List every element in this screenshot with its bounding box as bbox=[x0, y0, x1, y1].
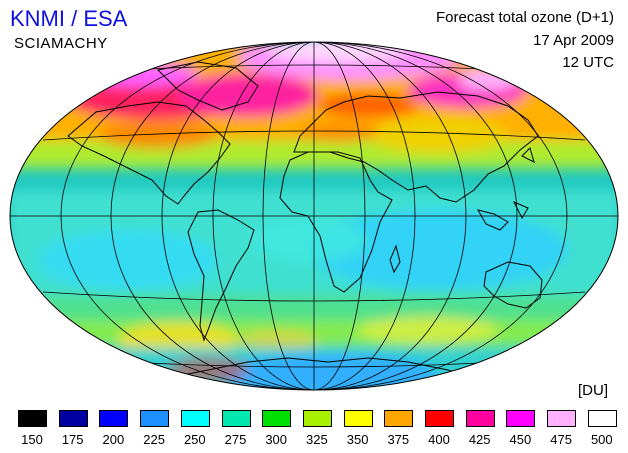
forecast-date: 17 Apr 2009 bbox=[533, 32, 614, 49]
ozone-world-map bbox=[9, 41, 619, 391]
legend-swatch-450 bbox=[506, 410, 536, 427]
legend-swatch-150 bbox=[18, 410, 47, 427]
legend-label-375: 375 bbox=[387, 432, 410, 447]
legend-label-325: 325 bbox=[306, 432, 328, 447]
legend-label-250: 250 bbox=[183, 432, 206, 447]
legend-swatch-300 bbox=[262, 410, 292, 427]
legend-swatch-175 bbox=[58, 410, 88, 427]
legend-label-400: 400 bbox=[428, 432, 450, 447]
legend-swatch-350 bbox=[343, 410, 373, 427]
legend-label-500: 500 bbox=[590, 432, 613, 447]
legend-swatch-425 bbox=[465, 410, 495, 427]
legend-swatch-475 bbox=[547, 410, 577, 427]
legend-label-200: 200 bbox=[102, 432, 125, 447]
product-title: Forecast total ozone (D+1) bbox=[435, 9, 614, 26]
legend-swatch-225 bbox=[140, 410, 170, 427]
legend-label-425: 425 bbox=[468, 432, 491, 447]
legend-swatch-400 bbox=[425, 410, 454, 427]
globe-outline bbox=[9, 41, 619, 391]
legend-swatch-500 bbox=[587, 410, 617, 427]
legend-label-350: 350 bbox=[346, 432, 369, 447]
legend-label-225: 225 bbox=[143, 432, 165, 447]
legend-label-450: 450 bbox=[509, 432, 532, 447]
graticule bbox=[10, 42, 618, 390]
legend-label-275: 275 bbox=[224, 432, 247, 447]
legend-label-150: 150 bbox=[21, 432, 43, 447]
legend-swatch-275 bbox=[221, 410, 251, 427]
legend-swatch-325 bbox=[302, 410, 332, 427]
coastlines bbox=[67, 61, 571, 381]
forecast-time: 12 UTC bbox=[562, 54, 614, 71]
unit-label: [DU] bbox=[578, 382, 608, 399]
brand-title: KNMI / ESA bbox=[10, 6, 128, 31]
legend-swatch-200 bbox=[99, 410, 129, 427]
legend-label-475: 475 bbox=[550, 432, 572, 447]
color-legend: 150 175 200 225 250 275 300 325 350 375 400 425 450 4… bbox=[0, 406, 628, 453]
legend-swatch-375 bbox=[384, 410, 414, 427]
legend-label-175: 175 bbox=[61, 432, 84, 447]
legend-label-300: 300 bbox=[265, 432, 288, 447]
instrument-name: SCIAMACHY bbox=[14, 35, 108, 52]
legend-swatch-250 bbox=[180, 410, 210, 427]
